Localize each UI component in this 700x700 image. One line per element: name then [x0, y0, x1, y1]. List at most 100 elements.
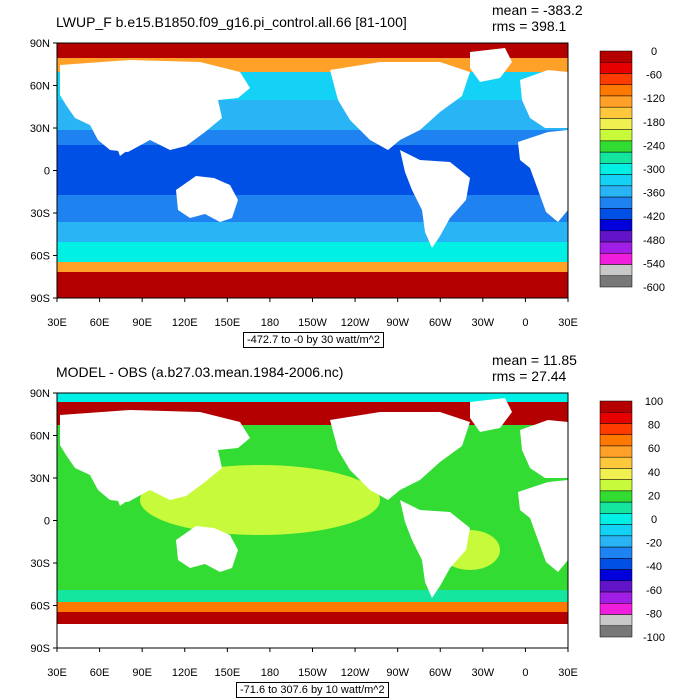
land-mass [470, 48, 512, 82]
colorbar-box [599, 95, 633, 108]
band-hot-s [57, 612, 568, 624]
band-highlat-s [57, 242, 568, 262]
lon-tick-label: 120E [172, 317, 198, 329]
range-caption: -71.6 to 307.6 by 10 watt/m^2 [236, 682, 389, 698]
colorbar-box [599, 275, 633, 288]
lon-tick-label: 0 [522, 667, 528, 679]
colorbar-box [599, 591, 633, 604]
lon-tick-label: 150W [298, 317, 327, 329]
colorbar-label: -60 [646, 70, 662, 82]
lon-tick-label: 30E [47, 667, 67, 679]
colorbar-label: 60 [648, 443, 660, 455]
lat-tick-label: 60S [30, 601, 50, 613]
panel-title: MODEL - OBS (a.b27.03.mean.1984-2006.nc) [56, 364, 344, 380]
lon-tick-label: 90E [132, 667, 152, 679]
lon-tick-label: 120W [341, 317, 370, 329]
lat-tick-label: 0 [44, 516, 50, 528]
band-midlat-s [57, 222, 568, 242]
lon-tick-label: 180 [261, 317, 279, 329]
land-mass [518, 480, 568, 572]
band-polar-edge-s [57, 262, 568, 272]
lon-tick-label: 180 [261, 667, 279, 679]
colorbar-label: -80 [646, 608, 662, 620]
colorbar-box [599, 140, 633, 153]
colorbar-box [599, 411, 633, 424]
colorbar-box [599, 50, 633, 63]
colorbar-box [599, 163, 633, 175]
lon-tick-label: 60E [90, 317, 110, 329]
colorbar-box [599, 151, 633, 164]
colorbar-label: 80 [648, 420, 660, 432]
land-mass [520, 420, 568, 478]
colorbar-box [599, 468, 633, 480]
colorbar-label: -20 [646, 538, 662, 550]
colorbar-box [599, 196, 633, 209]
map-plot: 90N 60N 30N 0 30S 60S 90S 30E 60E 90E 120E 150E 180 1… [30, 388, 665, 679]
colorbar-box [599, 513, 633, 525]
colorbar-box [599, 118, 633, 130]
lat-tick-label: 60S [30, 251, 50, 263]
land-mass [520, 70, 568, 128]
colorbar-label: 20 [648, 490, 660, 502]
lat-tick-label: 90S [30, 643, 50, 655]
colorbar-box [599, 434, 633, 447]
panel-model-minus-obs: MODEL - OBS (a.b27.03.mean.1984-2006.nc)… [0, 350, 700, 700]
lon-tick-label: 30W [472, 317, 495, 329]
land-mass [60, 410, 250, 502]
lon-tick-label: 90W [386, 317, 409, 329]
lon-tick-label: 60W [429, 317, 452, 329]
lon-tick-label: 150E [214, 667, 240, 679]
lon-tick-label: 30E [558, 317, 578, 329]
lat-tick-label: 0 [44, 166, 50, 178]
colorbar-label: -40 [646, 561, 662, 573]
colorbar-box [599, 84, 633, 97]
band-warm-s [57, 602, 568, 612]
colorbar-label: -240 [643, 140, 665, 152]
colorbar-box [599, 423, 633, 435]
band-antarctic [57, 624, 568, 648]
lat-tick-label: 30S [30, 208, 50, 220]
map-plot: 90N 60N 30N 0 30S 60S 90S 30E 60E 90E 120E 150E 180 1… [30, 38, 665, 329]
colorbar-box [599, 456, 633, 469]
range-caption: -472.7 to -0 by 30 watt/m^2 [243, 332, 384, 348]
ocean-field [57, 43, 568, 298]
colorbar-box [599, 264, 633, 277]
colorbar-label: -300 [643, 164, 665, 176]
ocean-field [57, 393, 568, 648]
mean-stat: mean = -383.2 [492, 2, 583, 18]
colorbar-label: -480 [643, 235, 665, 247]
land-mass [112, 126, 130, 156]
colorbar-box [599, 230, 633, 243]
lat-tick-label: 90N [30, 388, 50, 400]
colorbar-box [599, 580, 633, 593]
colorbar-box [599, 603, 633, 615]
lon-tick-label: 30E [558, 667, 578, 679]
colorbar-label: -60 [646, 585, 662, 597]
lon-tick-label: 60W [429, 667, 452, 679]
colorbar-label: -120 [643, 93, 665, 105]
lat-tick-label: 60N [30, 431, 50, 443]
band-tropics [57, 145, 568, 195]
colorbar-label: -180 [643, 117, 665, 129]
lat-tick-label: 30S [30, 558, 50, 570]
rms-stat: rms = 398.1 [492, 18, 567, 34]
band-teal-s [57, 590, 568, 602]
colorbar-box [599, 535, 633, 548]
lon-tick-label: 60E [90, 667, 110, 679]
colorbar-box [599, 569, 633, 582]
lon-tick-label: 150E [214, 317, 240, 329]
colorbar-box [599, 73, 633, 85]
colorbar-box [599, 445, 633, 458]
colorbar-label: 40 [648, 467, 660, 479]
colorbar-label: 0 [651, 46, 657, 58]
lon-tick-label: 30E [47, 317, 67, 329]
colorbar-box [599, 546, 633, 559]
colorbar-box [599, 558, 633, 570]
lon-tick-label: 0 [522, 317, 528, 329]
land-mass [330, 412, 470, 500]
land-mass [470, 398, 512, 432]
colorbar-box [599, 106, 633, 119]
rms-stat: rms = 27.44 [492, 368, 567, 384]
colorbar-box [599, 479, 633, 492]
lat-tick-label: 90N [30, 38, 50, 50]
